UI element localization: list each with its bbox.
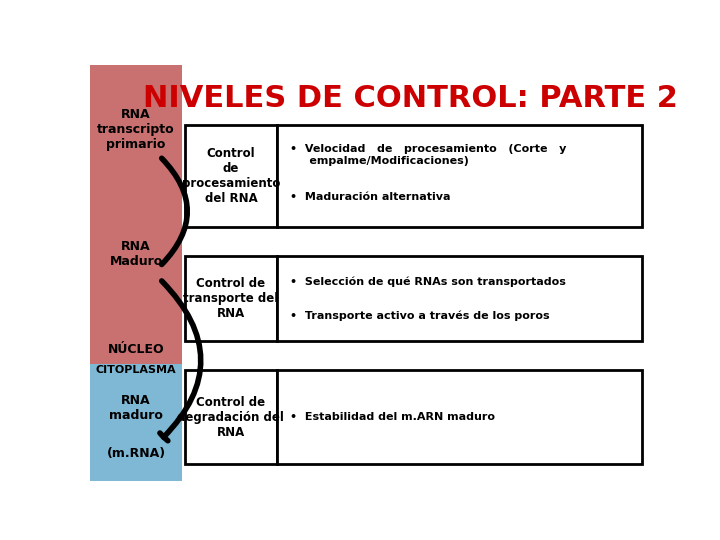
Text: Control de
degradación del
RNA: Control de degradación del RNA	[177, 396, 284, 438]
Text: RNA
transcripto
primario: RNA transcripto primario	[97, 108, 175, 151]
Text: RNA
maduro: RNA maduro	[109, 394, 163, 422]
Text: NÚCLEO: NÚCLEO	[108, 343, 164, 356]
Text: RNA
Maduro: RNA Maduro	[109, 240, 163, 268]
Text: NIVELES DE CONTROL: PARTE 2: NIVELES DE CONTROL: PARTE 2	[143, 84, 678, 112]
Text: •  Maduración alternativa: • Maduración alternativa	[289, 192, 450, 202]
Bar	[90, 364, 182, 481]
Text: •  Transporte activo a través de los poros: • Transporte activo a través de los poro…	[289, 310, 549, 321]
Text: •  Velocidad   de   procesamiento   (Corte   y
     empalme/Modificaciones): • Velocidad de procesamiento (Corte y em…	[289, 144, 566, 166]
Text: (m.RNA): (m.RNA)	[107, 447, 166, 460]
FancyBboxPatch shape	[277, 125, 642, 227]
FancyBboxPatch shape	[277, 370, 642, 464]
FancyBboxPatch shape	[185, 370, 277, 464]
Text: •  Estabilidad del m.ARN maduro: • Estabilidad del m.ARN maduro	[289, 412, 495, 422]
FancyBboxPatch shape	[185, 125, 277, 227]
FancyBboxPatch shape	[277, 256, 642, 341]
Text: CITOPLASMA: CITOPLASMA	[96, 366, 176, 375]
Bar	[90, 65, 182, 364]
FancyBboxPatch shape	[185, 256, 277, 341]
Text: •  Selección de qué RNAs son transportados: • Selección de qué RNAs son transportado…	[289, 276, 566, 287]
Text: Control
de
procesamiento
del RNA: Control de procesamiento del RNA	[181, 147, 280, 205]
Text: Control de
transporte del
RNA: Control de transporte del RNA	[184, 277, 279, 320]
